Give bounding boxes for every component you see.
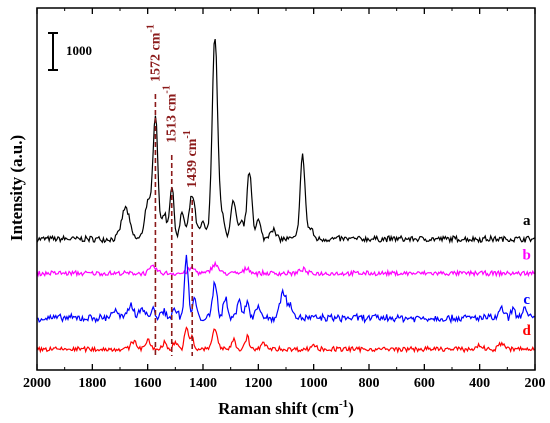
series-line-c [36,254,536,325]
series-line-a [36,38,536,245]
y-axis-title: Intensity (a.u.) [7,135,26,241]
x-axis-title-close: ) [348,399,354,418]
series-label-a: a [523,213,531,229]
x-tick-label: 1000 [300,376,328,391]
x-tick-label: 2000 [23,376,51,391]
x-tick-label: 1400 [189,376,217,391]
series-labels: a b cd [523,213,532,339]
peak-annotation-sup: -1 [182,130,193,138]
x-tick-label: 200 [525,376,546,391]
series-label-d: d [523,323,532,339]
series-label-b: b [523,247,531,263]
x-tick-label: 800 [359,376,380,391]
axes: 2000 1800 1600 1400 1200 1000 800 600 400 200 [23,7,546,391]
x-tick-label: 1800 [78,376,106,391]
plot-frame [36,7,536,371]
peak-annotation-text: 1513 cm [165,93,180,143]
series-line-b [36,260,536,279]
series-line-d [36,326,536,354]
scale-bar: 1000 [48,32,92,71]
peak-annotation-label: 1513 cm-1 [162,85,180,143]
scale-bar-label: 1000 [66,43,92,58]
series-label-c: c [523,292,530,308]
peak-annotation-label: 1572 cm-1 [145,24,163,82]
peak-annotation-label: 1439 cm-1 [182,130,200,188]
x-axis-title-main: Raman shift (cm [218,399,339,418]
x-tick-label: 400 [469,376,490,391]
plot-area [36,38,536,354]
x-axis-title: Raman shift (cm-1) [218,398,354,418]
peak-annotation-sup: -1 [162,85,173,93]
x-tick-label: 1600 [134,376,162,391]
x-axis-title-sup: -1 [339,398,348,410]
peak-annotation-text: 1439 cm [185,138,200,188]
x-tick-label: 600 [414,376,435,391]
peak-annotation-text: 1572 cm [148,32,163,82]
peak-annotation-sup: -1 [145,24,156,32]
x-tick-label: 1200 [244,376,272,391]
